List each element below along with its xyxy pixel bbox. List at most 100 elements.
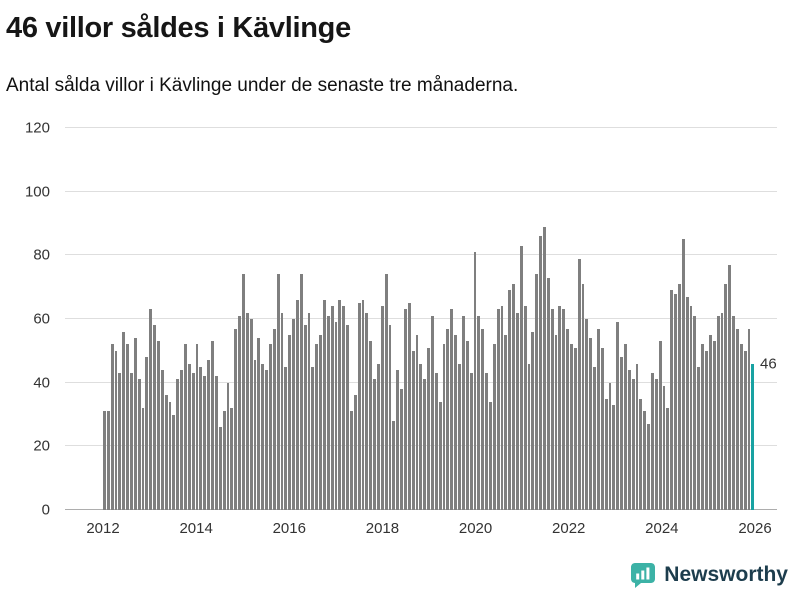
bar bbox=[280, 312, 284, 510]
x-tick-label: 2026 bbox=[738, 520, 772, 537]
bar bbox=[639, 398, 643, 510]
bar bbox=[265, 369, 268, 510]
y-tick-label: 0 bbox=[41, 501, 50, 519]
bar bbox=[357, 303, 361, 510]
bar bbox=[153, 325, 157, 510]
bar bbox=[245, 312, 249, 510]
newsworthy-logo[interactable]: Newsworthy bbox=[630, 562, 788, 588]
bar bbox=[369, 341, 373, 510]
bar bbox=[388, 325, 392, 510]
gridline bbox=[65, 127, 777, 128]
bar bbox=[203, 376, 207, 510]
bar bbox=[284, 366, 288, 510]
x-tick-label: 2014 bbox=[179, 520, 213, 537]
bar bbox=[207, 360, 211, 510]
bar bbox=[307, 312, 311, 510]
bar bbox=[126, 344, 130, 510]
bar bbox=[589, 338, 593, 510]
bar bbox=[647, 424, 651, 510]
bar bbox=[137, 379, 141, 510]
bar bbox=[365, 312, 369, 510]
bar bbox=[396, 369, 400, 510]
bar bbox=[268, 344, 272, 510]
x-tick-label: 2024 bbox=[645, 520, 679, 537]
bar bbox=[562, 309, 566, 510]
bar bbox=[149, 309, 153, 510]
bar bbox=[604, 398, 608, 510]
bar bbox=[342, 306, 346, 510]
bar bbox=[558, 306, 562, 510]
bar bbox=[350, 411, 353, 510]
bar bbox=[569, 344, 573, 510]
bar bbox=[160, 369, 164, 510]
bar bbox=[477, 315, 481, 510]
bar bbox=[415, 334, 419, 510]
bar bbox=[122, 331, 126, 510]
bar bbox=[701, 344, 705, 510]
bar bbox=[539, 236, 542, 510]
bar bbox=[747, 328, 751, 510]
bar bbox=[643, 411, 647, 510]
bar bbox=[442, 344, 446, 510]
gridline bbox=[65, 190, 777, 192]
bar bbox=[438, 401, 442, 510]
bar bbox=[681, 239, 685, 510]
bar bbox=[253, 360, 257, 510]
bar bbox=[411, 350, 415, 510]
bar bbox=[531, 331, 535, 510]
bar bbox=[176, 379, 180, 510]
bar bbox=[241, 274, 245, 510]
bar bbox=[407, 303, 411, 510]
bar bbox=[481, 328, 485, 510]
bar bbox=[450, 309, 454, 510]
bar bbox=[380, 306, 384, 510]
bar bbox=[299, 274, 303, 510]
bar bbox=[492, 344, 496, 510]
bar bbox=[616, 322, 620, 510]
bar bbox=[593, 366, 596, 510]
bar bbox=[145, 357, 149, 510]
bar bbox=[133, 338, 137, 510]
bar bbox=[658, 341, 662, 510]
bar bbox=[712, 341, 716, 510]
bar bbox=[222, 411, 226, 510]
bar bbox=[624, 344, 627, 510]
bar-highlight bbox=[751, 363, 755, 510]
bar bbox=[180, 369, 184, 510]
bar bbox=[651, 373, 654, 510]
bar bbox=[118, 373, 122, 510]
last-value-label: 46 bbox=[760, 355, 777, 373]
bar bbox=[600, 347, 604, 510]
bar bbox=[515, 312, 519, 510]
bar bbox=[732, 315, 735, 510]
bar bbox=[272, 328, 276, 510]
page-title: 46 villor såldes i Kävlinge bbox=[6, 12, 351, 44]
bar bbox=[199, 366, 203, 510]
bar bbox=[427, 347, 431, 510]
bar bbox=[535, 274, 539, 510]
bar bbox=[446, 328, 450, 510]
bar bbox=[103, 411, 106, 510]
bar bbox=[114, 350, 118, 510]
bar bbox=[500, 306, 504, 510]
bar bbox=[508, 290, 512, 510]
bar bbox=[226, 382, 230, 510]
bar bbox=[257, 338, 261, 510]
bar bbox=[573, 347, 577, 510]
bar bbox=[577, 258, 581, 510]
bar bbox=[693, 315, 697, 510]
gridline bbox=[65, 318, 777, 319]
bar bbox=[662, 385, 666, 510]
bar bbox=[512, 283, 515, 510]
bar bbox=[195, 344, 199, 510]
bar bbox=[735, 328, 739, 510]
bar bbox=[612, 404, 616, 510]
plot-wrapper: 0 20 40 60 80 100 120 46 2012 2014 2016 2018 2020 2… bbox=[10, 118, 792, 538]
bar bbox=[400, 389, 404, 510]
bar bbox=[473, 252, 477, 510]
bar bbox=[187, 363, 191, 510]
bar bbox=[689, 306, 693, 510]
bar bbox=[373, 379, 377, 510]
y-tick-label: 20 bbox=[33, 437, 50, 455]
bar bbox=[654, 379, 658, 510]
